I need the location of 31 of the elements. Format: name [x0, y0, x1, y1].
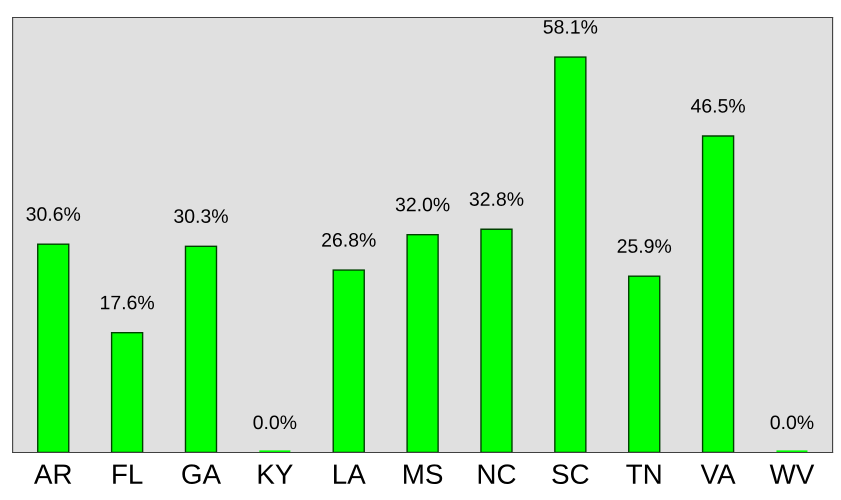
bar: [406, 234, 439, 452]
bar: [332, 269, 365, 452]
bar: [702, 135, 734, 452]
bar: [37, 244, 70, 452]
x-tick-label: SC: [552, 464, 589, 484]
data-label: 26.8%: [322, 233, 376, 247]
x-tick-label: NC: [478, 464, 516, 484]
data-label: 30.6%: [26, 207, 80, 221]
bar: [628, 276, 660, 452]
data-label: 32.0%: [396, 198, 450, 212]
bar: [480, 228, 513, 452]
data-label: 0.0%: [253, 415, 296, 430]
x-tick-label: GA: [182, 464, 221, 484]
x-tick-label: MS: [404, 464, 442, 484]
data-label: 0.0%: [770, 415, 814, 430]
bar: [184, 246, 218, 452]
data-label: 58.1%: [544, 20, 598, 34]
bar: [554, 56, 587, 452]
x-tick-label: LA: [334, 464, 366, 484]
x-tick-label: KY: [258, 464, 293, 484]
data-label: 17.6%: [101, 296, 154, 310]
x-tick-label: VA: [700, 464, 736, 484]
data-label: 25.9%: [618, 239, 672, 253]
data-label: 46.5%: [690, 98, 745, 113]
x-tick-label: TN: [626, 464, 660, 484]
bar: [110, 332, 144, 452]
data-label: 32.8%: [470, 192, 524, 206]
x-tick-label: WV: [770, 464, 814, 484]
data-label: 30.3%: [174, 209, 228, 223]
x-tick-label: AR: [34, 464, 72, 484]
x-tick-label: FL: [113, 464, 142, 484]
